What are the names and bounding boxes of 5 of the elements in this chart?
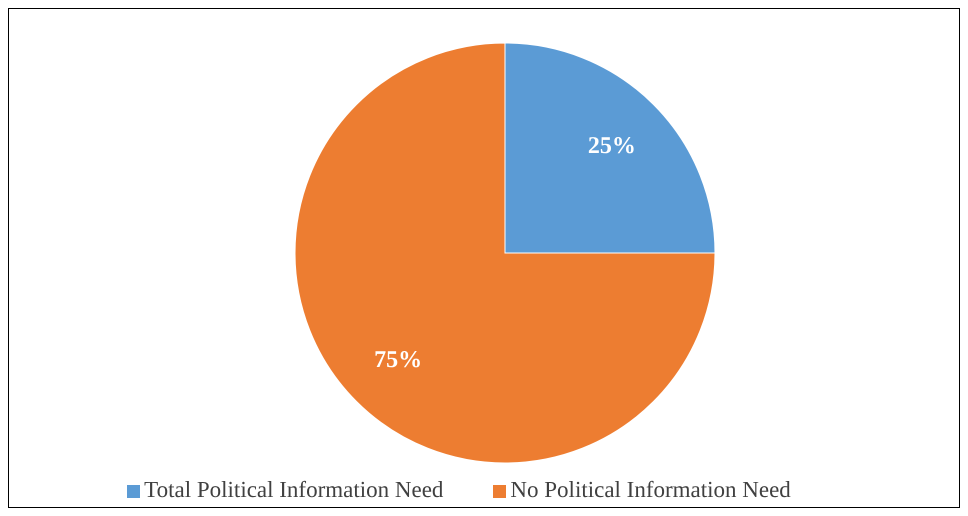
legend-label: Total Political Information Need: [144, 477, 444, 502]
pie-slice: [294, 42, 716, 464]
data-label: 25%: [588, 133, 636, 160]
data-label: 75%: [374, 346, 422, 373]
legend-label: No Political Information Need: [510, 477, 791, 502]
